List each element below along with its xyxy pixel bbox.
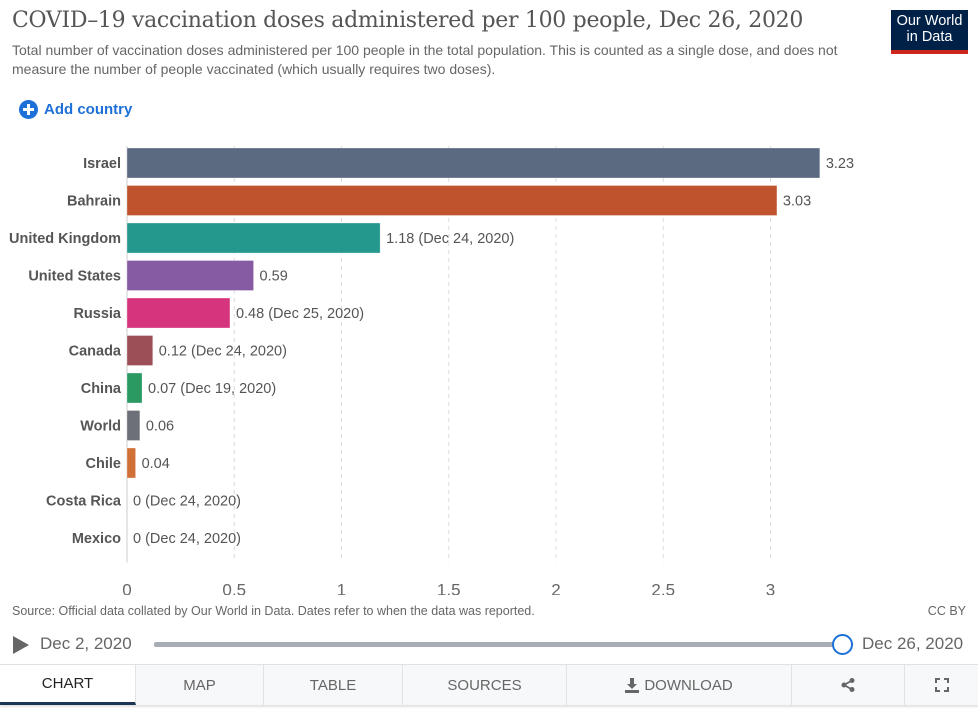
bar-israel [126, 147, 821, 179]
timeline-handle[interactable] [832, 634, 853, 655]
category-label: Russia [73, 306, 121, 322]
timeline: Dec 2, 2020 Dec 26, 2020 [0, 630, 978, 658]
tab-download[interactable]: DOWNLOAD [567, 665, 792, 705]
tab-chart[interactable]: CHART [0, 665, 136, 705]
value-label: 0 (Dec 24, 2020) [133, 494, 241, 510]
value-label: 0.04 [142, 456, 170, 472]
x-tick-label: 1.5 [437, 581, 461, 596]
plus-circle-icon [19, 100, 38, 119]
share-icon [841, 678, 855, 692]
value-label: 0.48 (Dec 25, 2020) [236, 306, 364, 322]
bar-bahrain [126, 185, 778, 216]
tab-map[interactable]: MAP [136, 665, 264, 705]
value-label: 0.59 [260, 269, 288, 285]
bar-chart: Israel Bahrain United Kingdom United States… [9, 146, 854, 596]
value-label: 3.23 [826, 156, 854, 172]
value-labels: 3.23 3.03 1.18 (Dec 24, 2020) 0.59 0.48 (Dec… [133, 156, 854, 547]
value-label: 0.12 (Dec 24, 2020) [159, 344, 287, 360]
x-tick-label: 1 [337, 581, 346, 596]
bar-russia [126, 297, 231, 329]
timeline-start-date: Dec 2, 2020 [40, 634, 132, 653]
bars [126, 147, 821, 479]
share-button[interactable] [792, 665, 905, 705]
logo-line-2: in Data [906, 29, 953, 45]
category-label: Israel [83, 156, 121, 172]
license-link[interactable]: CC BY [927, 604, 966, 618]
value-label: 1.18 (Dec 24, 2020) [386, 231, 514, 247]
x-tick-label: 0.5 [222, 581, 246, 596]
chart-title: COVID–19 vaccination doses administered … [12, 8, 804, 33]
x-tick-label: 2.5 [651, 581, 675, 596]
category-label: United States [28, 269, 121, 285]
category-labels: Israel Bahrain United Kingdom United States… [9, 156, 122, 547]
x-tick-label: 2 [551, 581, 560, 596]
category-label: United Kingdom [9, 231, 121, 247]
bar-canada [126, 335, 153, 366]
value-label: 3.03 [783, 194, 811, 210]
tab-download-label: DOWNLOAD [644, 676, 733, 694]
owid-logo[interactable]: Our World in Data [891, 10, 968, 54]
x-axis-ticks: 0 0.5 1 1.5 2 2.5 3 [122, 581, 775, 596]
x-tick-label: 3 [766, 581, 775, 596]
value-label: 0.06 [146, 419, 174, 435]
source-note: Source: Official data collated by Our Wo… [12, 604, 535, 618]
tab-bar: CHART MAP TABLE SOURCES DOWNLOAD [0, 664, 978, 705]
value-label: 0.07 (Dec 19, 2020) [148, 381, 276, 397]
timeline-end-date: Dec 26, 2020 [862, 634, 964, 653]
category-label: Costa Rica [46, 494, 122, 510]
bar-china [126, 372, 143, 404]
timeline-track[interactable] [154, 642, 842, 647]
add-country-label: Add country [44, 101, 133, 118]
play-icon[interactable] [13, 636, 29, 654]
tab-table[interactable]: TABLE [264, 665, 403, 705]
category-label: China [81, 381, 122, 397]
bar-chile [126, 447, 136, 479]
category-label: Bahrain [67, 194, 121, 210]
tab-sources[interactable]: SOURCES [403, 665, 567, 705]
bar-united-kingdom [126, 222, 381, 254]
download-icon [625, 677, 640, 693]
x-tick-label: 0 [122, 581, 131, 596]
value-label: 0 (Dec 24, 2020) [133, 531, 241, 547]
bar-world [126, 410, 141, 441]
category-label: Chile [86, 456, 121, 472]
fullscreen-button[interactable] [905, 665, 978, 705]
chart-subtitle: Total number of vaccination doses admini… [12, 42, 838, 77]
add-country-button[interactable]: Add country [19, 100, 132, 119]
category-label: World [80, 419, 121, 435]
fullscreen-icon [934, 678, 949, 692]
logo-line-1: Our World [896, 13, 963, 29]
category-label: Mexico [72, 531, 121, 547]
category-label: Canada [69, 344, 122, 360]
bar-united-states [126, 260, 254, 291]
